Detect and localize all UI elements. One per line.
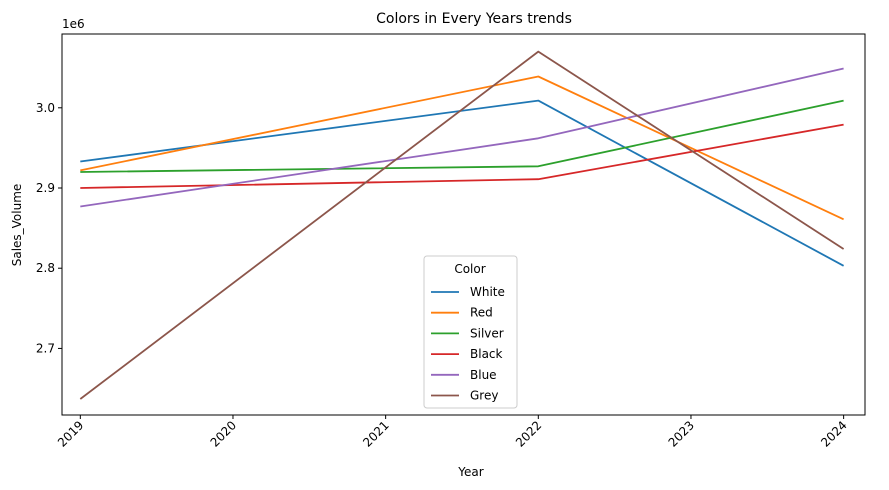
chart-title: Colors in Every Years trends — [376, 11, 572, 27]
y-tick-label: 3.0 — [36, 101, 55, 115]
legend-label: Grey — [470, 389, 498, 403]
series-line-black — [80, 123, 844, 189]
y-axis-label: Sales_Volume — [10, 184, 24, 267]
legend-label: Blue — [470, 368, 497, 382]
series-line-silver — [80, 99, 844, 173]
legend-label: Silver — [470, 326, 504, 340]
y-tick-label: 2.7 — [36, 341, 55, 355]
legend-label: Red — [470, 306, 493, 320]
x-axis-label: Year — [457, 465, 483, 479]
legend-label: Black — [470, 347, 503, 361]
legend-label: White — [470, 285, 505, 299]
y-axis-ticks: 2.7 2.8 2.9 3.0 — [36, 101, 62, 355]
series-line-white — [80, 99, 845, 267]
y-scale-label: 1e6 — [62, 17, 85, 31]
y-tick-label: 2.8 — [36, 261, 55, 275]
series-line-red — [80, 75, 844, 221]
series-line-grey — [79, 50, 845, 400]
series-line-blue — [80, 67, 844, 208]
legend-items: White Red Silver Black Blue Grey — [431, 285, 505, 403]
legend-title: Color — [454, 262, 485, 276]
series-lines — [79, 50, 845, 400]
y-tick-label: 2.9 — [36, 181, 55, 195]
legend: Color White Red Silver Black Blue Grey — [423, 255, 518, 409]
legend-box — [423, 255, 518, 409]
plot-frame — [61, 33, 866, 416]
